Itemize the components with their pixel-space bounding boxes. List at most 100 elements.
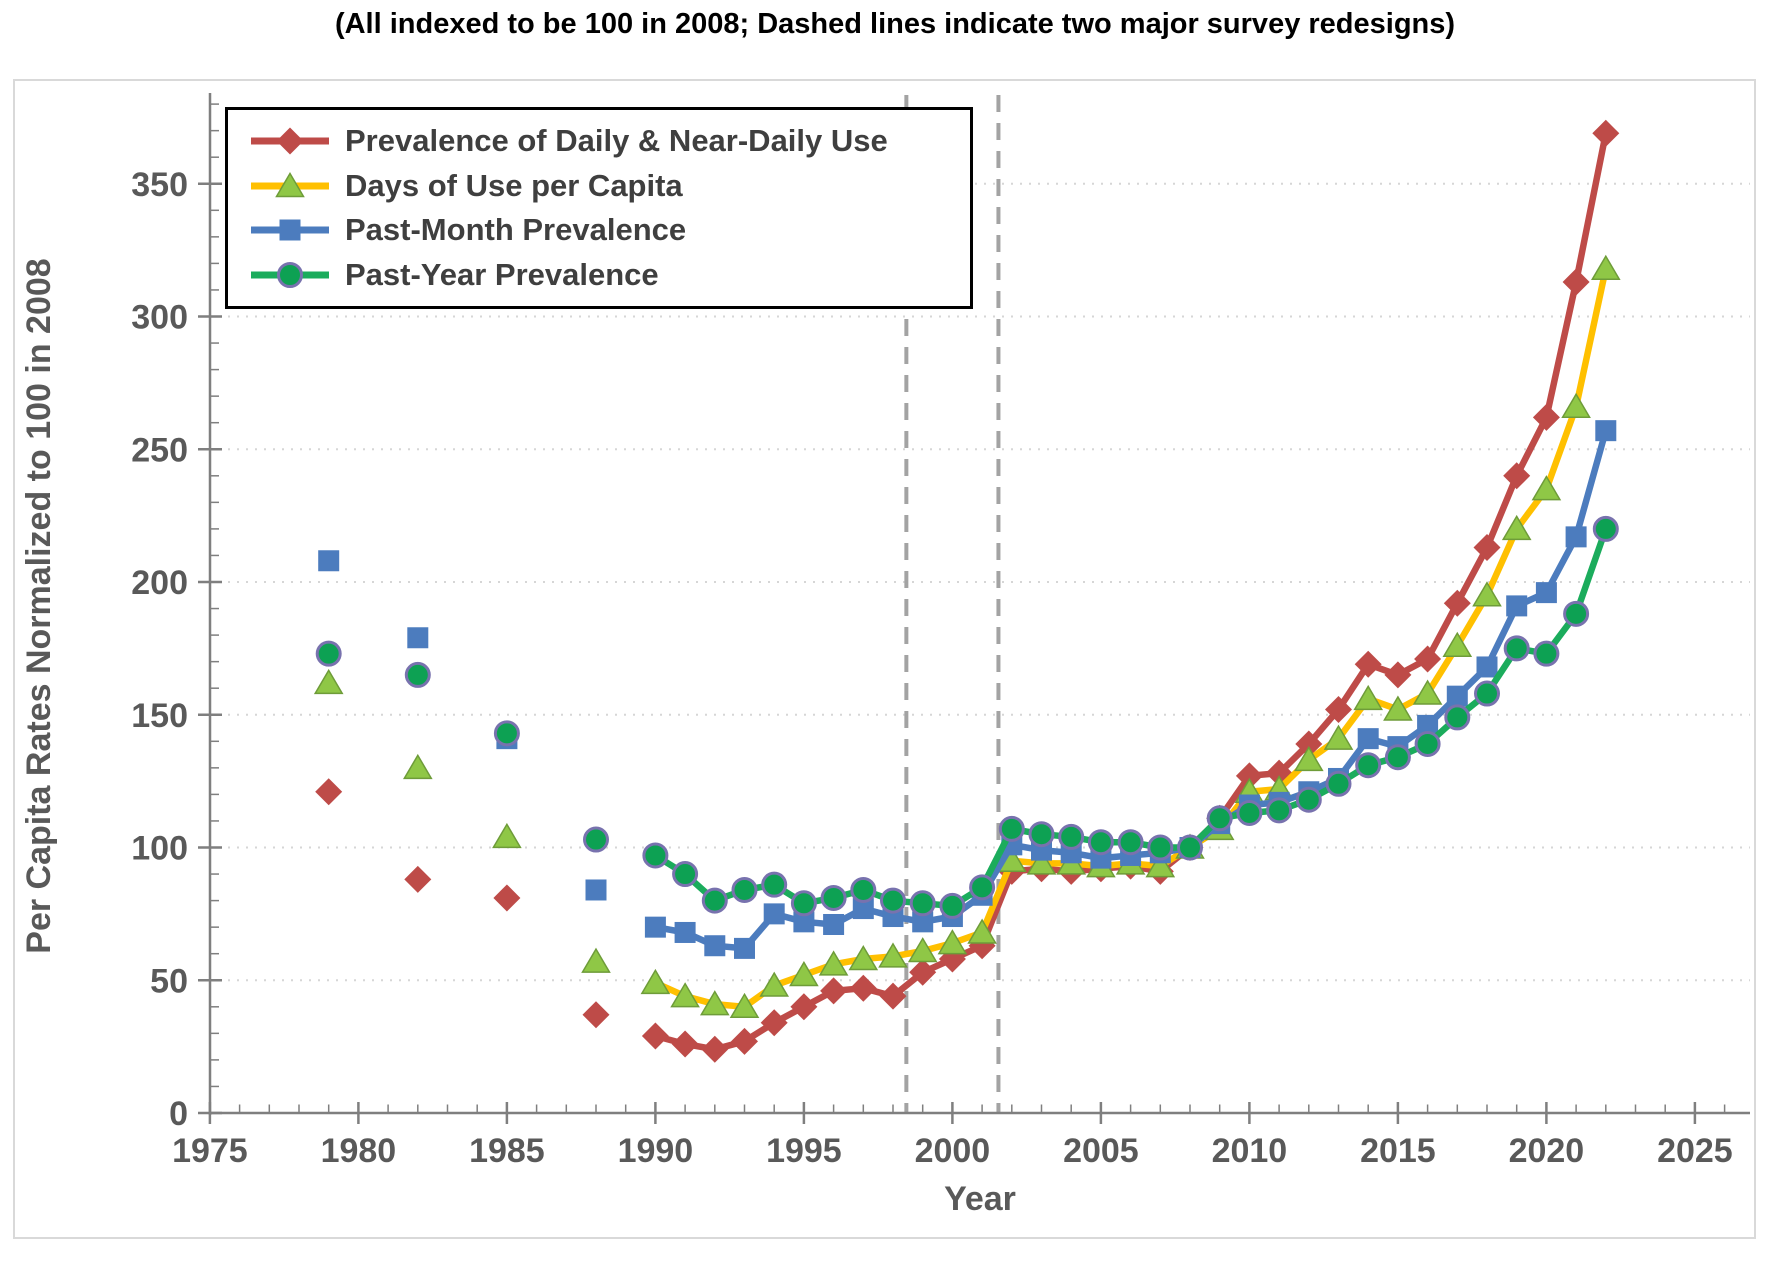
circle-marker-icon: [493, 720, 520, 747]
square-marker-icon: [793, 911, 815, 933]
y-tick-label: 300: [131, 299, 188, 337]
circle-marker-icon: [1028, 821, 1055, 848]
diamond-marker-icon: [1592, 119, 1620, 147]
square-marker-icon: [1565, 526, 1587, 548]
legend-swatch-diamond-icon: [251, 127, 329, 155]
y-axis-title: Per Capita Rates Normalized to 100 in 20…: [20, 258, 58, 954]
x-tick-label: 2005: [1063, 1132, 1139, 1170]
circle-marker-icon: [672, 861, 699, 888]
square-marker-icon: [279, 219, 301, 241]
y-tick-label: 150: [131, 697, 188, 735]
square-marker-icon: [318, 550, 340, 572]
square-marker-icon: [585, 879, 607, 901]
x-tick-label: 1985: [469, 1132, 545, 1170]
triangle-marker-icon: [1442, 631, 1473, 657]
legend-label: Past-Year Prevalence: [345, 257, 659, 293]
triangle-marker-icon: [729, 992, 760, 1019]
square-marker-icon: [704, 935, 726, 957]
x-tick-label: 1990: [618, 1132, 694, 1170]
triangle-marker-icon: [1323, 724, 1354, 750]
diamond-marker-icon: [790, 993, 818, 1021]
legend: Prevalence of Daily & Near-Daily Use Day…: [225, 107, 973, 309]
diamond-marker-icon: [1354, 650, 1382, 678]
circle-marker-icon: [1295, 786, 1322, 813]
triangle-marker-icon: [1293, 745, 1324, 772]
circle-marker-icon: [1563, 600, 1590, 627]
x-tick-label: 2020: [1509, 1132, 1585, 1170]
circle-marker-icon: [642, 842, 669, 869]
triangle-marker-icon: [492, 822, 522, 849]
diamond-marker-icon: [1473, 533, 1501, 561]
diamond-marker-icon: [1325, 695, 1352, 723]
diamond-marker-icon: [760, 1009, 788, 1037]
circle-marker-icon: [404, 661, 431, 688]
square-marker-icon: [1535, 582, 1557, 604]
square-marker-icon: [1476, 656, 1498, 678]
legend-item-daily-near-daily: Prevalence of Daily & Near-Daily Use: [248, 123, 970, 159]
triangle-marker-icon: [937, 929, 968, 955]
diamond-marker-icon: [1503, 462, 1531, 490]
circle-marker-icon: [1266, 797, 1293, 824]
diamond-marker-icon: [879, 982, 907, 1010]
square-marker-icon: [823, 913, 845, 935]
circle-marker-icon: [731, 876, 758, 903]
circle-marker-icon: [1147, 834, 1174, 861]
legend-item-past-year: Past-Year Prevalence: [248, 257, 970, 293]
circle-marker-icon: [1592, 515, 1619, 542]
circle-marker-icon: [880, 887, 906, 914]
triangle-marker-icon: [275, 171, 305, 197]
diamond-marker-icon: [1532, 403, 1560, 431]
legend-label: Prevalence of Daily & Near-Daily Use: [345, 122, 888, 158]
triangle-marker-icon: [581, 947, 611, 973]
triangle-marker-icon: [1561, 392, 1591, 419]
circle-marker-icon: [850, 876, 877, 903]
circle-marker-icon: [1355, 752, 1382, 779]
legend-swatch-triangle-icon: [251, 171, 329, 197]
triangle-marker-icon: [1353, 684, 1384, 711]
y-tick-label: 350: [131, 166, 188, 204]
legend-swatch-circle-icon: [251, 262, 329, 289]
square-marker-icon: [852, 898, 874, 920]
diamond-marker-icon: [701, 1035, 729, 1063]
circle-marker-icon: [583, 826, 609, 853]
circle-marker-icon: [1236, 799, 1263, 826]
square-marker-icon: [1595, 420, 1617, 442]
figure-border: [13, 79, 1756, 1239]
circle-marker-icon: [1206, 805, 1233, 832]
legend-label: Past-Month Prevalence: [345, 212, 687, 248]
circle-marker-icon: [1474, 680, 1500, 707]
x-tick-label: 2010: [1212, 1132, 1288, 1170]
series-diamond: [315, 119, 1620, 1063]
circle-marker-icon: [277, 262, 303, 289]
triangle-marker-icon: [907, 937, 938, 963]
square-marker-icon: [734, 937, 755, 959]
triangle-marker-icon: [878, 942, 908, 968]
diamond-marker-icon: [1295, 730, 1323, 758]
triangle-marker-icon: [1383, 695, 1413, 721]
circle-marker-icon: [1444, 704, 1471, 731]
triangle-marker-icon: [759, 971, 790, 997]
circle-marker-icon: [969, 874, 996, 901]
diamond-marker-icon: [909, 958, 937, 986]
square-marker-icon: [912, 911, 934, 933]
triangle-marker-icon: [1026, 849, 1057, 875]
legend-item-past-month: Past-Month Prevalence: [248, 212, 970, 248]
x-tick-label: 2025: [1657, 1132, 1733, 1170]
legend-label: Days of Use per Capita: [345, 167, 683, 203]
diamond-marker-icon: [641, 1022, 669, 1050]
tick-labels: 0 50 100 150 200 250 300 350 1975 1980 1985 1990 199…: [131, 166, 1732, 1170]
circle-marker-icon: [1177, 834, 1203, 861]
circle-marker-icon: [1384, 744, 1411, 771]
circle-marker-icon: [1414, 730, 1441, 757]
triangle-marker-icon: [1472, 581, 1502, 607]
triangle-marker-icon: [640, 968, 671, 995]
circle-marker-icon: [1087, 829, 1114, 856]
circle-marker-icon: [1533, 640, 1560, 667]
x-tick-label: 2000: [915, 1132, 991, 1170]
circle-marker-icon: [790, 890, 817, 917]
triangle-marker-icon: [1590, 254, 1621, 280]
circle-marker-icon: [909, 890, 936, 917]
circle-marker-icon: [1325, 770, 1352, 797]
diamond-marker-icon: [404, 865, 432, 893]
